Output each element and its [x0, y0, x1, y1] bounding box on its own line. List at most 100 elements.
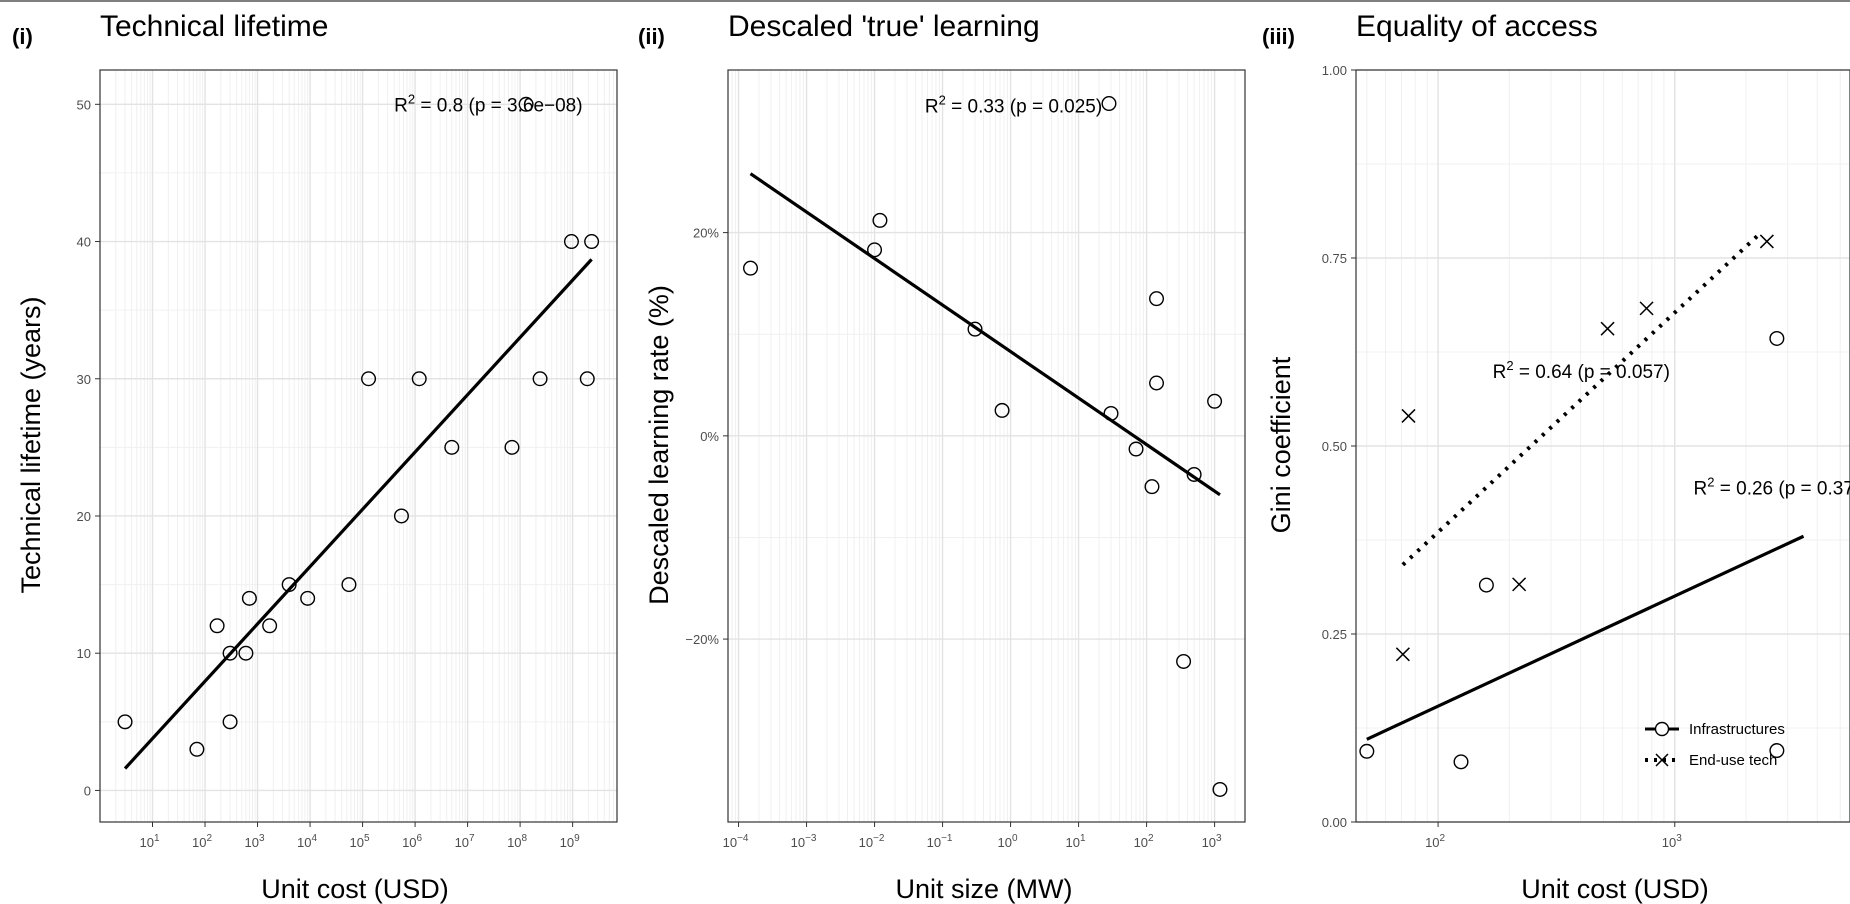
x-tick-label: 103: [245, 833, 265, 850]
data-point: [444, 439, 460, 455]
y-axis-title: Gini coefficient: [1266, 356, 1296, 533]
data-point: [1769, 330, 1785, 346]
x-tick-label: 10−4: [723, 833, 749, 850]
y-tick-label: 30: [77, 372, 91, 387]
data-point-cross: [1639, 301, 1654, 316]
x-tick-label: 10−3: [791, 833, 817, 850]
annotations: R2 = 0.64 (p = 0.057) R2 = 0.26 (p = 0.37…: [1493, 358, 1850, 500]
y-tick-label: 20%: [693, 226, 719, 241]
data-point: [1103, 405, 1119, 421]
data-point: [1453, 754, 1469, 770]
legend-marker-circle: [1654, 721, 1670, 737]
chart-title: Technical lifetime: [100, 10, 328, 43]
data-point: [300, 590, 316, 606]
y-axis-ticks: 0 10 20 30 40 50: [77, 97, 100, 798]
regression-line: [1366, 534, 1805, 741]
y-axis-ticks: −20% 0% 20%: [685, 226, 728, 647]
y-axis-title: Technical lifetime (years): [16, 296, 46, 593]
plot-border: [727, 69, 1246, 823]
y-axis-ticks: 0.00 0.25 0.50 0.75 1.00: [1322, 63, 1356, 830]
data-point: [1128, 441, 1144, 457]
data-point: [872, 212, 888, 228]
x-tick-label: 101: [139, 833, 159, 850]
x-tick-label: 105: [350, 833, 370, 850]
data-point: [117, 714, 133, 730]
data-point: [867, 242, 883, 258]
x-tick-label: 109: [560, 833, 580, 850]
fit-lines: [1366, 231, 1805, 741]
x-tick-label: 102: [1425, 833, 1445, 850]
r-squared-annotation: R2 = 0.64 (p = 0.057): [1493, 358, 1670, 383]
data-point: [189, 741, 205, 757]
regression-line: [1401, 231, 1762, 567]
annotations: R2 = 0.33 (p = 0.025): [925, 93, 1102, 118]
fit-lines: [749, 172, 1221, 497]
x-axis-ticks: 10−4 10−3 10−2 10−1 100 101 102 103: [723, 822, 1222, 850]
plot-background: [728, 70, 1245, 822]
data-point: [281, 577, 297, 593]
data-point: [1149, 291, 1165, 307]
data-points: [117, 96, 600, 757]
data-point: [411, 371, 427, 387]
x-axis-title: Unit cost (USD): [1521, 874, 1709, 904]
x-tick-label: 10−2: [859, 833, 885, 850]
chart-title: Equality of access: [1356, 10, 1598, 43]
data-point: [967, 321, 983, 337]
data-point: [209, 618, 225, 634]
data-point: [1101, 96, 1117, 112]
x-tick-label: 107: [455, 833, 475, 850]
data-point: [1359, 743, 1375, 759]
r-squared-annotation: R2 = 0.26 (p = 0.376): [1694, 474, 1850, 499]
regression-line: [123, 258, 593, 770]
data-point-cross: [1759, 234, 1774, 249]
data-point: [222, 714, 238, 730]
y-tick-label: 50: [77, 97, 91, 112]
legend-label: End-use tech: [1689, 752, 1777, 769]
x-tick-label: 104: [297, 833, 317, 850]
data-point-cross: [1401, 408, 1416, 423]
fit-lines: [123, 258, 593, 770]
x-tick-label: 103: [1662, 833, 1682, 850]
panel-technical-lifetime: (i) Technical lifetime Unit cost (USD) T…: [12, 10, 618, 904]
annotations: R2 = 0.8 (p = 3.6e−08): [394, 91, 582, 116]
panel-equality-of-access: (iii) Equality of access Unit cost (USD)…: [1262, 10, 1850, 904]
panel-descaled-learning: (ii) Descaled 'true' learning Unit size …: [638, 10, 1246, 904]
x-tick-label: 102: [1134, 833, 1154, 850]
data-point: [262, 618, 278, 634]
x-axis-ticks: 101 102 103 104 105 106 107 108 109: [139, 822, 580, 850]
x-axis-title: Unit size (MW): [896, 874, 1073, 904]
data-point: [341, 577, 357, 593]
y-tick-label: 0.25: [1322, 627, 1347, 642]
data-point: [504, 439, 520, 455]
r-squared-annotation: R2 = 0.33 (p = 0.025): [925, 93, 1102, 118]
data-point: [579, 371, 595, 387]
data-point: [1186, 466, 1202, 482]
r-squared-annotation: R2 = 0.8 (p = 3.6e−08): [394, 91, 582, 116]
plot-background: [100, 70, 617, 822]
data-point: [994, 402, 1010, 418]
data-point: [563, 234, 579, 250]
y-tick-label: 10: [77, 646, 91, 661]
gridlines: [99, 69, 618, 823]
gridlines: [727, 69, 1246, 823]
panel-label: (ii): [638, 24, 665, 49]
x-tick-label: 10−1: [927, 833, 953, 850]
data-point: [1478, 577, 1494, 593]
data-point: [1207, 393, 1223, 409]
data-point: [1149, 375, 1165, 391]
data-point: [532, 371, 548, 387]
x-axis-title: Unit cost (USD): [261, 874, 449, 904]
panel-label: (i): [12, 24, 33, 49]
gridlines: [1355, 69, 1850, 823]
x-tick-label: 102: [192, 833, 212, 850]
data-points: [1359, 234, 1785, 770]
data-point: [1769, 743, 1785, 759]
legend-item: End-use tech: [1645, 752, 1777, 769]
y-axis-title: Descaled learning rate (%): [644, 285, 674, 605]
data-point: [222, 645, 238, 661]
data-point: [238, 645, 254, 661]
y-tick-label: 0.50: [1322, 439, 1347, 454]
data-point: [1144, 479, 1160, 495]
legend-item: Infrastructures: [1645, 721, 1785, 738]
